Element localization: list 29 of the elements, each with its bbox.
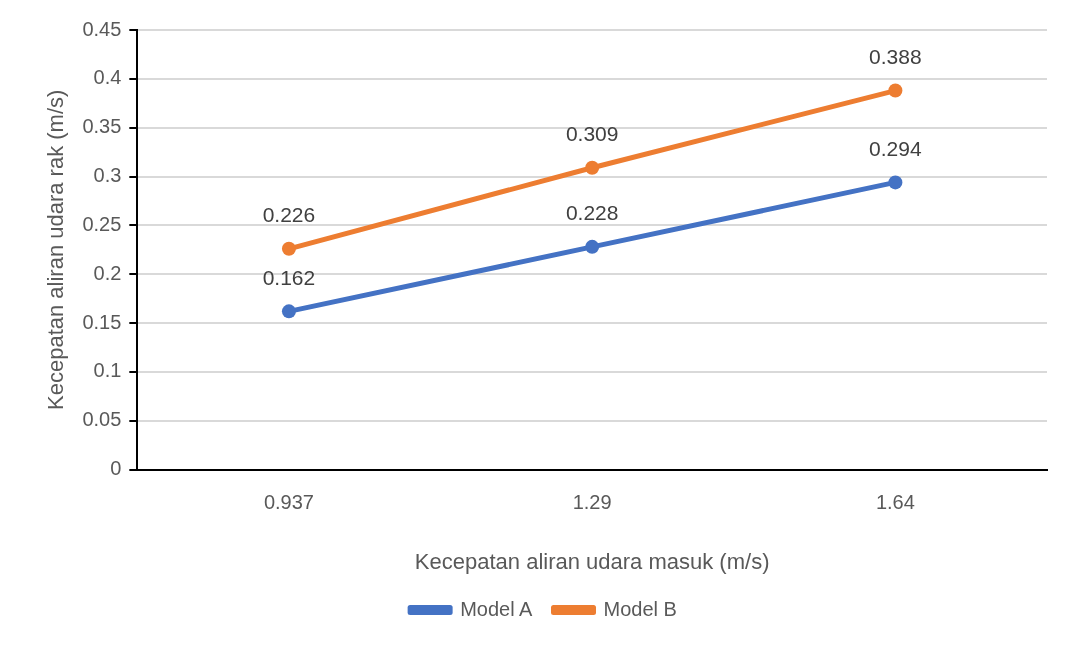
y-tick-label: 0.35 xyxy=(82,115,122,138)
y-axis-title: Kecepatan aliran udara rak (m/s) xyxy=(43,89,69,410)
point xyxy=(281,304,296,319)
data-label: 0.226 xyxy=(262,203,316,227)
x-axis-title: Kecepatan aliran udara masuk (m/s) xyxy=(414,548,770,574)
y-tick-label: 0.45 xyxy=(82,17,122,40)
data-label: 0.162 xyxy=(262,265,316,289)
data-label: 0.294 xyxy=(869,136,922,160)
y-tick-label: 0 xyxy=(110,457,122,480)
y-tick-label: 0.4 xyxy=(93,66,122,89)
y-tick-label: 0.05 xyxy=(82,408,122,431)
legend-label: Model A xyxy=(460,597,534,620)
point xyxy=(585,160,600,175)
x-tick-label: 0.937 xyxy=(263,491,314,514)
data-label: 0.388 xyxy=(869,44,922,68)
y-tick-label: 0.1 xyxy=(93,359,122,382)
point xyxy=(281,241,296,256)
data-label: 0.228 xyxy=(565,201,619,225)
x-tick-label: 1.29 xyxy=(572,491,612,514)
y-tick-label: 0.25 xyxy=(82,212,122,235)
point xyxy=(888,83,903,98)
point xyxy=(585,239,600,254)
point xyxy=(888,175,903,190)
y-tick-label: 0.15 xyxy=(82,310,122,333)
y-tick-label: 0.2 xyxy=(93,261,122,284)
y-tick-label: 0.3 xyxy=(93,164,122,187)
legend-label: Model B xyxy=(603,597,677,620)
x-tick-label: 1.64 xyxy=(875,491,915,514)
data-label: 0.309 xyxy=(565,122,619,146)
